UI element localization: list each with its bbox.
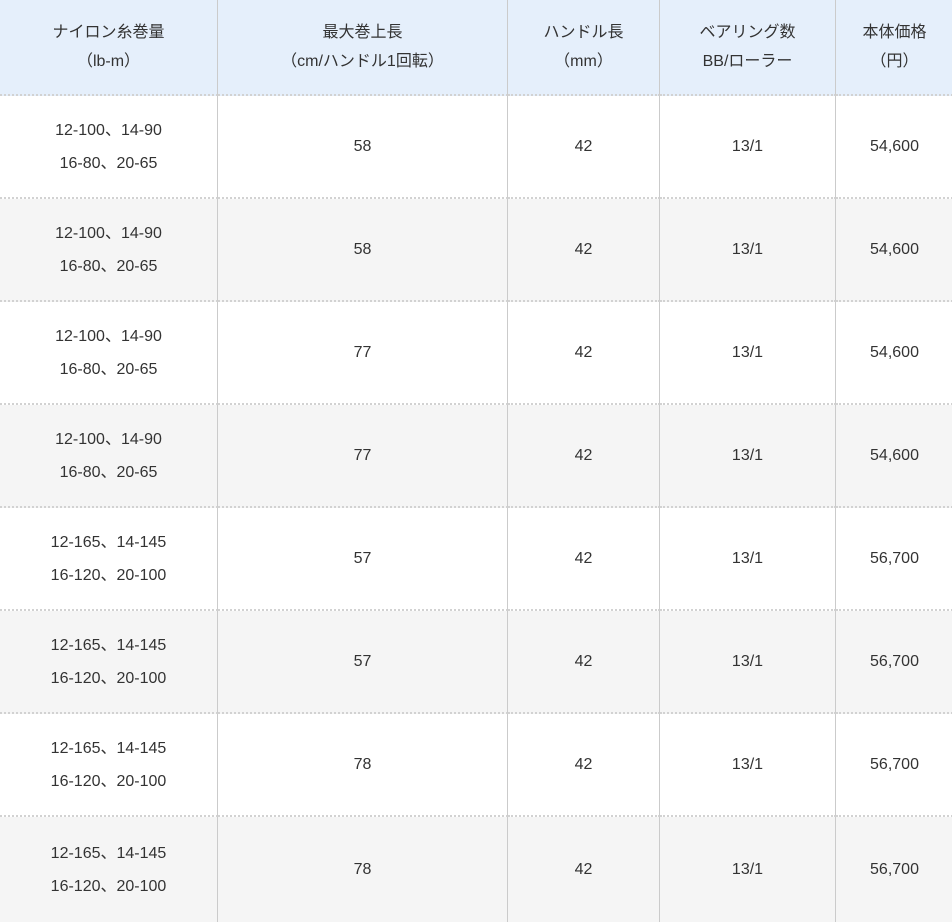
header-bearings-unit: BB/ローラー (702, 53, 793, 70)
cell-max-winding: 58 (218, 96, 508, 199)
table-row: 12-100、14-90 16-80、20-65 58 42 13/1 54,6… (0, 96, 952, 199)
cell-max-winding: 78 (218, 817, 508, 922)
header-row: ナイロン糸巻量 （lb-m） 最大巻上長 （cm/ハンドル1回転） ハンドル長 … (0, 0, 952, 96)
cell-max-winding: 58 (218, 199, 508, 302)
cell-handle-length: 42 (508, 199, 660, 302)
cell-line-capacity: 12-165、14-145 16-120、20-100 (0, 611, 218, 714)
cell-line-capacity: 12-165、14-145 16-120、20-100 (0, 817, 218, 922)
cell-handle-length: 42 (508, 405, 660, 508)
header-bearings: ベアリング数 BB/ローラー (660, 0, 836, 96)
table-row: 12-165、14-145 16-120、20-100 78 42 13/1 5… (0, 714, 952, 817)
table-row: 12-100、14-90 16-80、20-65 77 42 13/1 54,6… (0, 302, 952, 405)
header-line-capacity-title: ナイロン糸巻量 (52, 24, 165, 41)
cell-line-capacity: 12-100、14-90 16-80、20-65 (0, 405, 218, 508)
header-handle-length: ハンドル長 （mm） (508, 0, 660, 96)
cell-bearings: 13/1 (660, 611, 836, 714)
header-max-winding: 最大巻上長 （cm/ハンドル1回転） (218, 0, 508, 96)
cell-price: 54,600 (836, 302, 952, 405)
cell-handle-length: 42 (508, 508, 660, 611)
cell-max-winding: 78 (218, 714, 508, 817)
cell-line-capacity: 12-100、14-90 16-80、20-65 (0, 302, 218, 405)
cell-price: 54,600 (836, 96, 952, 199)
cell-handle-length: 42 (508, 96, 660, 199)
cell-max-winding: 77 (218, 405, 508, 508)
header-handle-length-title: ハンドル長 (543, 24, 624, 41)
header-max-winding-title: 最大巻上長 (322, 24, 403, 41)
cell-line-capacity: 12-165、14-145 16-120、20-100 (0, 508, 218, 611)
cell-bearings: 13/1 (660, 96, 836, 199)
cell-max-winding: 57 (218, 508, 508, 611)
header-line-capacity-unit: （lb-m） (76, 53, 141, 70)
table-row: 12-100、14-90 16-80、20-65 77 42 13/1 54,6… (0, 405, 952, 508)
header-handle-length-unit: （mm） (554, 53, 613, 70)
header-max-winding-unit: （cm/ハンドル1回転） (281, 53, 444, 70)
cell-price: 56,700 (836, 817, 952, 922)
cell-bearings: 13/1 (660, 302, 836, 405)
cell-bearings: 13/1 (660, 714, 836, 817)
cell-handle-length: 42 (508, 302, 660, 405)
header-bearings-title: ベアリング数 (699, 24, 796, 41)
table-row: 12-165、14-145 16-120、20-100 57 42 13/1 5… (0, 611, 952, 714)
cell-price: 56,700 (836, 508, 952, 611)
cell-bearings: 13/1 (660, 508, 836, 611)
cell-handle-length: 42 (508, 611, 660, 714)
cell-handle-length: 42 (508, 714, 660, 817)
table-row: 12-165、14-145 16-120、20-100 57 42 13/1 5… (0, 508, 952, 611)
header-price: 本体価格 （円） (836, 0, 952, 96)
cell-line-capacity: 12-100、14-90 16-80、20-65 (0, 199, 218, 302)
cell-max-winding: 57 (218, 611, 508, 714)
header-price-title: 本体価格 (862, 24, 927, 41)
header-price-unit: （円） (870, 53, 919, 70)
cell-bearings: 13/1 (660, 405, 836, 508)
cell-price: 56,700 (836, 714, 952, 817)
cell-line-capacity: 12-100、14-90 16-80、20-65 (0, 96, 218, 199)
table-row: 12-165、14-145 16-120、20-100 78 42 13/1 5… (0, 817, 952, 922)
cell-bearings: 13/1 (660, 199, 836, 302)
cell-price: 56,700 (836, 611, 952, 714)
cell-max-winding: 77 (218, 302, 508, 405)
header-line-capacity: ナイロン糸巻量 （lb-m） (0, 0, 218, 96)
cell-price: 54,600 (836, 405, 952, 508)
cell-price: 54,600 (836, 199, 952, 302)
table-row: 12-100、14-90 16-80、20-65 58 42 13/1 54,6… (0, 199, 952, 302)
cell-line-capacity: 12-165、14-145 16-120、20-100 (0, 714, 218, 817)
cell-bearings: 13/1 (660, 817, 836, 922)
cell-handle-length: 42 (508, 817, 660, 922)
